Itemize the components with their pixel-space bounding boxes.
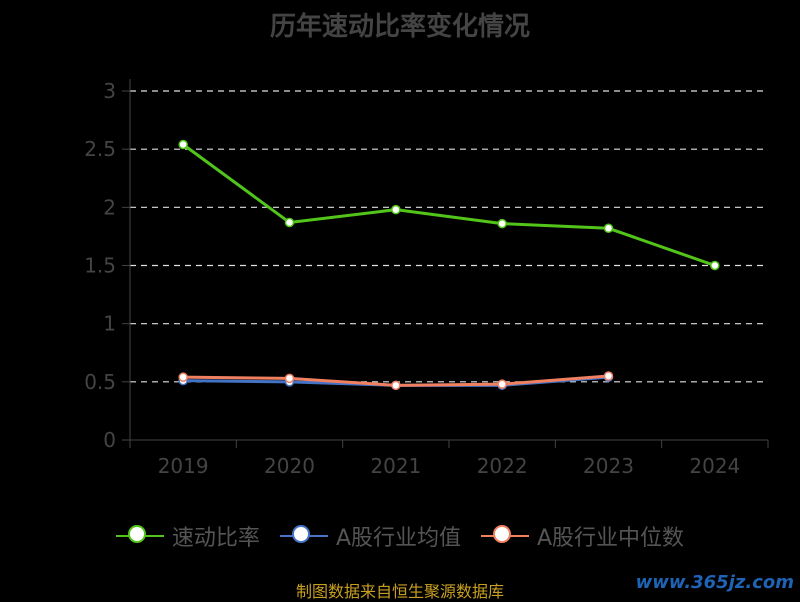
y-tick-label: 1.5 xyxy=(84,254,116,278)
chart-title: 历年速动比率变化情况 xyxy=(269,12,530,42)
data-point xyxy=(603,223,614,234)
x-tick-label: 2021 xyxy=(370,454,421,478)
y-tick-label: 2.5 xyxy=(84,137,116,161)
legend-item-industry-median[interactable]: A股行业中位数 xyxy=(481,520,684,552)
x-tick-label: 2024 xyxy=(689,454,740,478)
x-tick-label: 2022 xyxy=(477,454,528,478)
watermark-logo: www.365jz.com xyxy=(635,572,794,593)
data-point xyxy=(391,380,401,391)
legend-swatch-quick-ratio xyxy=(115,525,164,546)
data-point xyxy=(178,372,188,382)
series-line xyxy=(182,143,716,267)
data-point xyxy=(284,217,295,228)
x-tick-label: 2020 xyxy=(264,454,315,478)
legend-item-quick-ratio[interactable]: 速动比率 xyxy=(115,520,260,552)
legend-label: A股行业均值 xyxy=(335,526,461,551)
data-point xyxy=(284,373,295,384)
data-point xyxy=(497,218,507,229)
data-point xyxy=(391,204,401,215)
y-tick-label: 2 xyxy=(103,195,116,219)
legend-label: A股行业中位数 xyxy=(537,526,685,551)
x-tick-label: 2023 xyxy=(583,454,634,478)
y-tick-label: 1 xyxy=(103,312,116,336)
chart-legend: 速动比率 A股行业均值 A股行业中位数 xyxy=(0,520,800,552)
legend-swatch-industry-mean xyxy=(279,525,328,546)
y-tick-label: 0 xyxy=(103,428,116,452)
legend-item-industry-mean[interactable]: A股行业均值 xyxy=(279,520,461,552)
source-note: 制图数据来自恒生聚源数据库 xyxy=(295,582,504,601)
data-point xyxy=(603,371,614,381)
data-point xyxy=(178,139,188,150)
legend-swatch-industry-median xyxy=(481,525,529,546)
data-point xyxy=(710,260,720,271)
legend-label: 速动比率 xyxy=(171,526,260,551)
x-tick-label: 2019 xyxy=(158,454,209,478)
y-tick-label: 3 xyxy=(103,79,116,103)
y-tick-label: 0.5 xyxy=(84,370,116,394)
data-point xyxy=(497,379,507,389)
